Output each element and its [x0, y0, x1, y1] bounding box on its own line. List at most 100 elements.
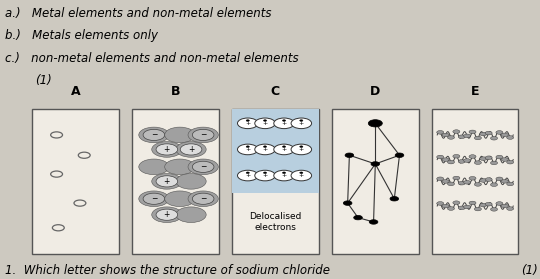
Circle shape: [496, 202, 503, 205]
Circle shape: [469, 130, 476, 134]
Circle shape: [139, 191, 169, 206]
Text: +: +: [164, 145, 170, 154]
Circle shape: [238, 170, 258, 181]
Circle shape: [274, 118, 294, 129]
Circle shape: [371, 162, 380, 166]
Circle shape: [255, 118, 275, 129]
Circle shape: [480, 157, 487, 160]
Circle shape: [474, 207, 481, 211]
Text: (1): (1): [35, 74, 52, 87]
Circle shape: [507, 136, 514, 139]
Circle shape: [369, 220, 378, 224]
Circle shape: [156, 209, 178, 220]
Circle shape: [490, 208, 497, 211]
Text: +: +: [164, 210, 170, 219]
Circle shape: [192, 161, 214, 172]
Text: +: +: [281, 147, 287, 152]
Circle shape: [192, 193, 214, 204]
Circle shape: [152, 142, 182, 157]
Text: −: −: [151, 194, 157, 203]
Circle shape: [291, 170, 312, 181]
Circle shape: [188, 127, 218, 143]
Circle shape: [246, 172, 249, 174]
Circle shape: [264, 172, 267, 174]
Circle shape: [176, 142, 206, 157]
Circle shape: [448, 136, 455, 139]
Circle shape: [507, 160, 514, 164]
Bar: [232, 109, 319, 254]
Circle shape: [485, 156, 492, 160]
Text: a.)   Metal elements and non-metal elements: a.) Metal elements and non-metal element…: [5, 7, 272, 20]
Circle shape: [496, 177, 503, 181]
Text: +: +: [262, 173, 268, 178]
Circle shape: [255, 144, 275, 155]
Circle shape: [464, 159, 471, 162]
Text: +: +: [262, 121, 268, 126]
Circle shape: [501, 204, 508, 208]
Text: C: C: [271, 85, 280, 98]
Text: −: −: [200, 162, 206, 171]
Circle shape: [458, 160, 465, 163]
Text: 1.  Which letter shows the structure of sodium chloride: 1. Which letter shows the structure of s…: [5, 264, 330, 277]
Text: B: B: [171, 85, 180, 98]
Circle shape: [469, 177, 476, 180]
Circle shape: [501, 179, 508, 183]
Text: E: E: [471, 85, 480, 98]
Bar: [332, 109, 419, 254]
Text: (1): (1): [521, 264, 538, 277]
Circle shape: [188, 191, 218, 206]
Circle shape: [152, 207, 182, 223]
Circle shape: [354, 215, 362, 220]
Circle shape: [246, 146, 249, 148]
Circle shape: [458, 206, 465, 210]
Circle shape: [437, 155, 444, 159]
Circle shape: [485, 202, 492, 206]
Circle shape: [264, 146, 267, 148]
Circle shape: [490, 161, 497, 165]
Circle shape: [485, 131, 492, 135]
Circle shape: [143, 193, 165, 204]
Circle shape: [458, 135, 465, 139]
Circle shape: [464, 181, 471, 184]
Circle shape: [442, 204, 449, 208]
Circle shape: [180, 144, 202, 155]
Circle shape: [469, 201, 476, 205]
Circle shape: [501, 133, 508, 137]
Circle shape: [442, 180, 449, 183]
Circle shape: [490, 183, 497, 186]
Circle shape: [274, 170, 294, 181]
Text: +: +: [299, 121, 304, 126]
Circle shape: [139, 159, 169, 175]
Circle shape: [300, 146, 303, 148]
Circle shape: [282, 120, 286, 121]
Circle shape: [442, 158, 449, 162]
Circle shape: [453, 155, 460, 158]
Circle shape: [238, 144, 258, 155]
Circle shape: [507, 207, 514, 210]
Circle shape: [490, 136, 497, 140]
Circle shape: [282, 172, 286, 174]
Text: +: +: [164, 177, 170, 186]
Circle shape: [165, 191, 195, 206]
Circle shape: [453, 130, 460, 133]
Text: b.)   Metals elements only: b.) Metals elements only: [5, 29, 158, 42]
Circle shape: [264, 120, 267, 121]
Circle shape: [395, 153, 404, 157]
Bar: [232, 109, 319, 193]
Circle shape: [345, 153, 354, 157]
Circle shape: [176, 207, 206, 223]
Circle shape: [156, 144, 178, 155]
Circle shape: [507, 182, 514, 186]
Circle shape: [188, 159, 218, 175]
Circle shape: [176, 174, 206, 189]
Bar: [32, 109, 119, 254]
Circle shape: [143, 129, 165, 141]
Circle shape: [238, 118, 258, 129]
Circle shape: [246, 120, 249, 121]
Circle shape: [464, 205, 471, 209]
Text: +: +: [188, 145, 194, 154]
Circle shape: [474, 182, 481, 186]
Text: Delocalised
electrons: Delocalised electrons: [249, 212, 301, 232]
Circle shape: [165, 127, 195, 143]
Circle shape: [501, 158, 508, 161]
